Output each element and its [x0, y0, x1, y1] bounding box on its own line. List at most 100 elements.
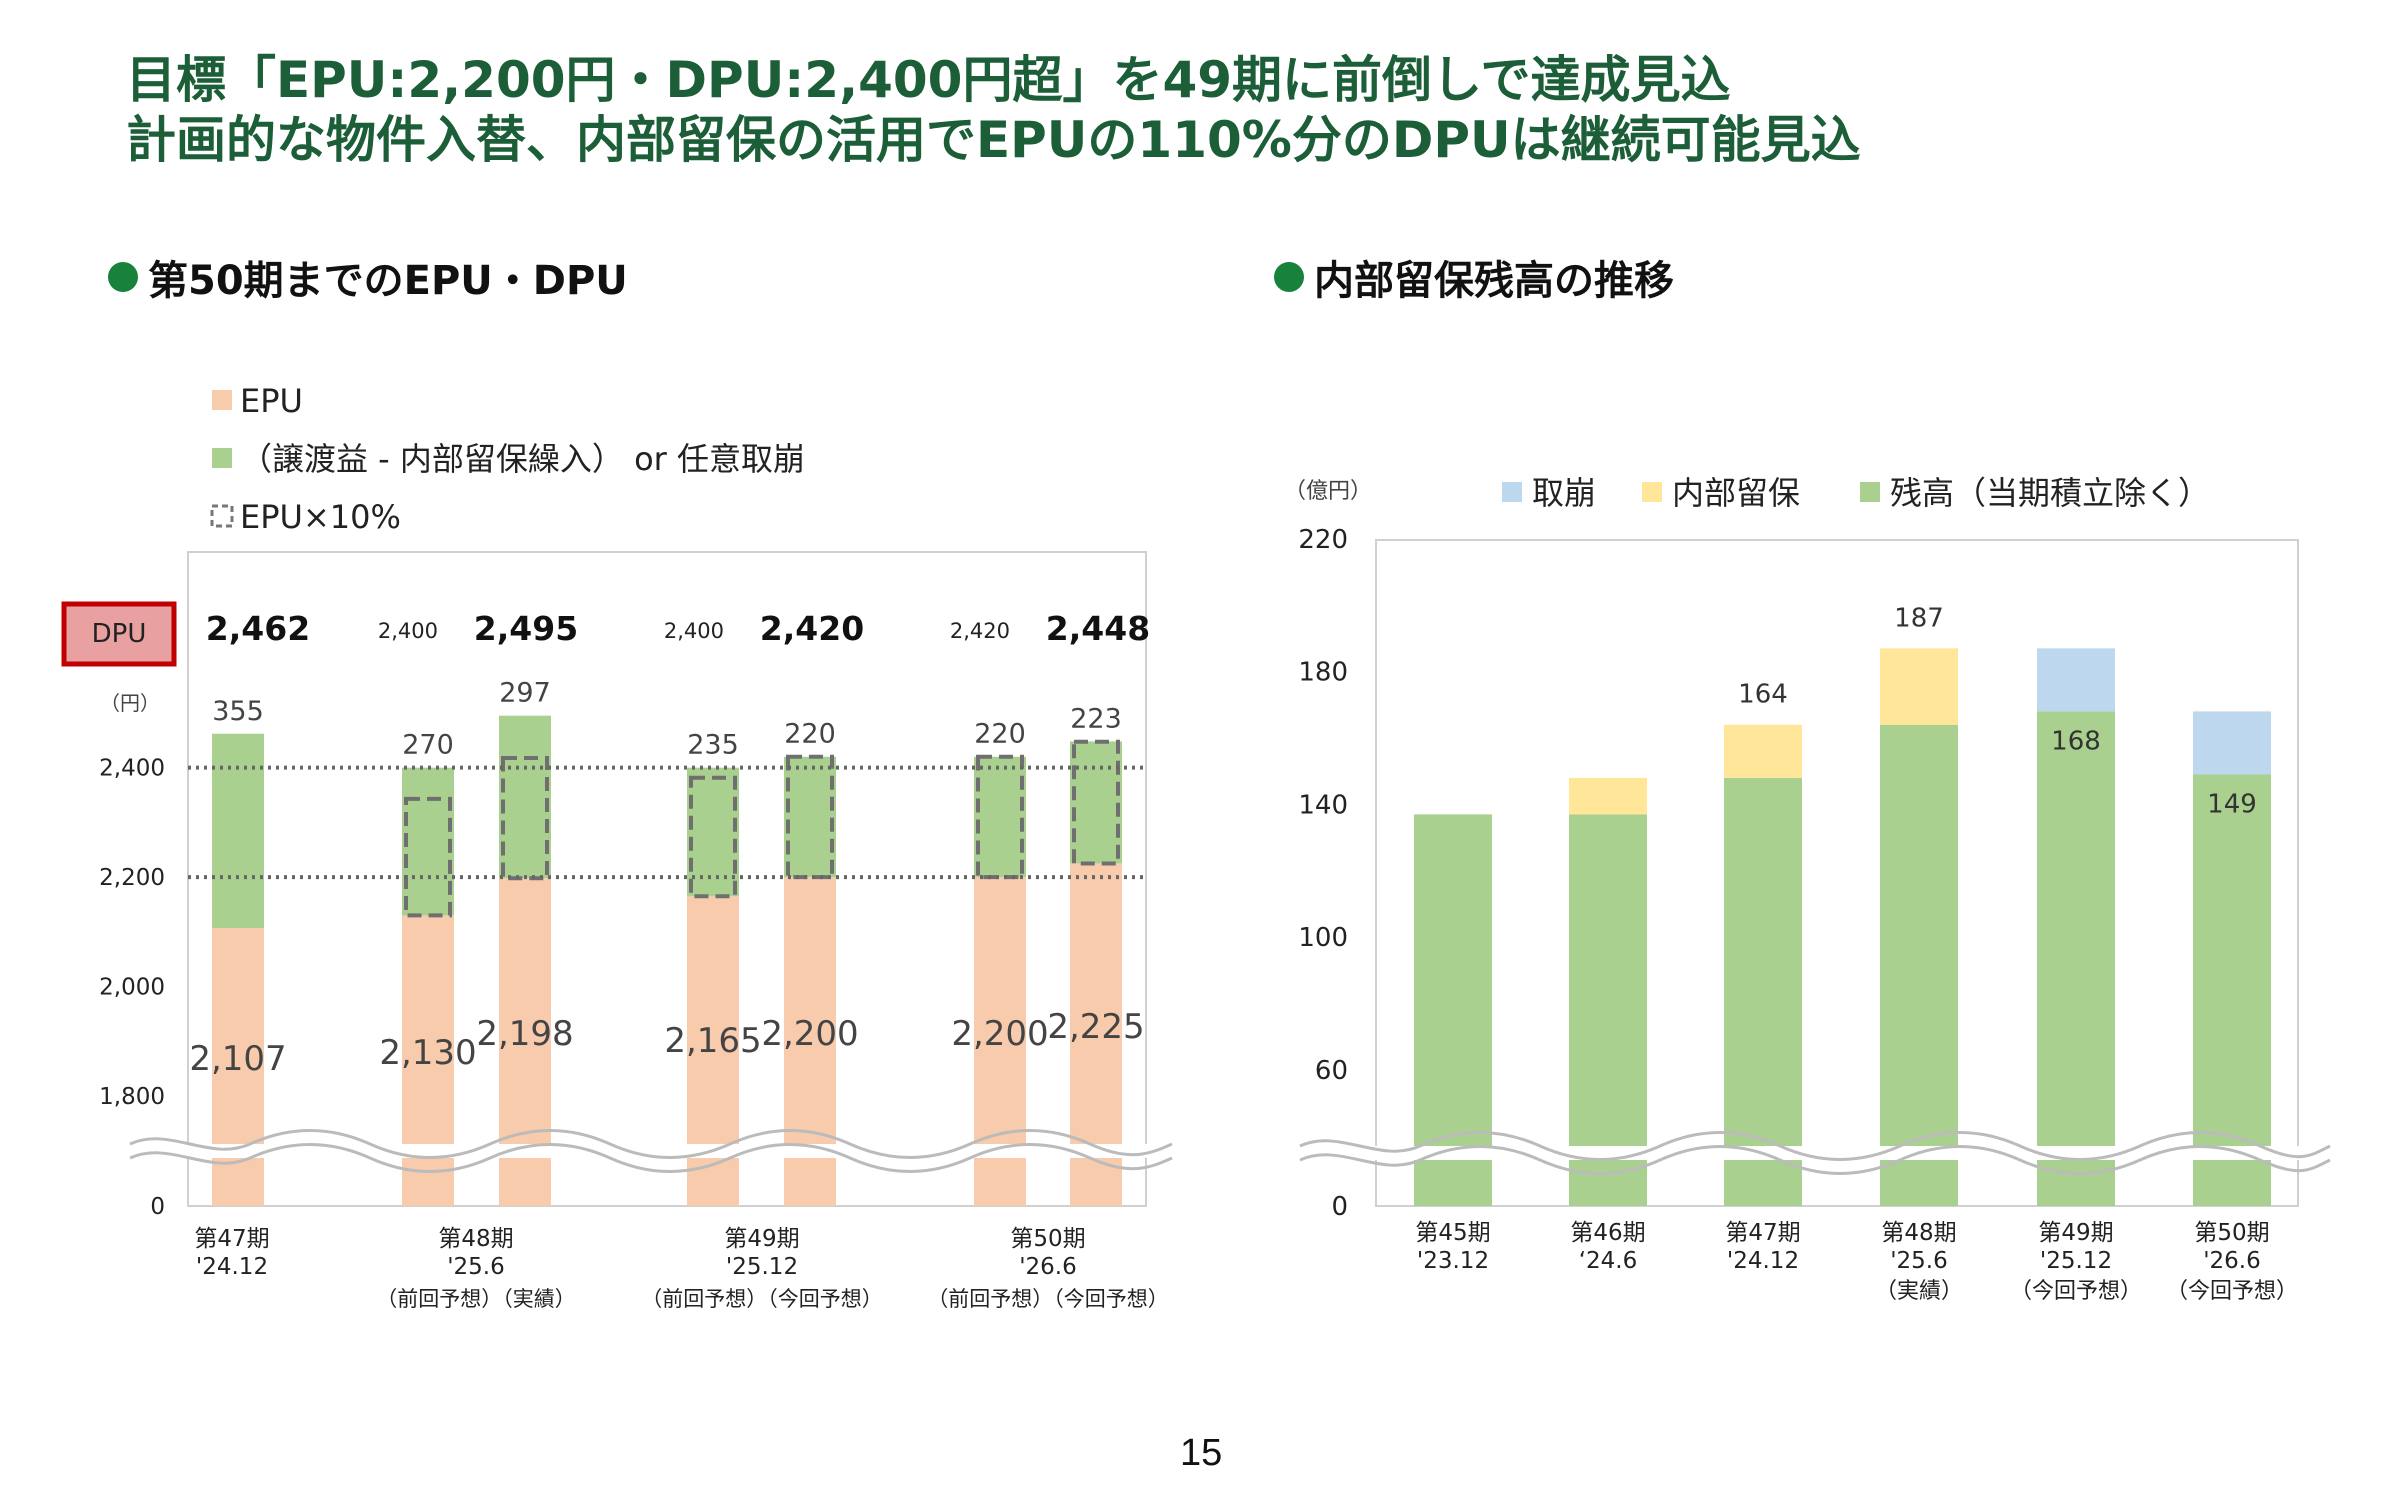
epu-10pct-box	[1072, 739, 1120, 866]
legend-label: 残高（当期積立除く）	[1890, 474, 2210, 512]
legend-label: 取崩	[1532, 474, 1596, 512]
axis-break-line	[129, 1129, 1173, 1159]
extra-bar	[499, 715, 551, 879]
x-note-label: （前回予想）（今回予想）	[641, 1287, 883, 1311]
dpu-box	[61, 601, 177, 667]
legend-swatch	[212, 448, 232, 468]
epu-value-label: 2,200	[951, 1014, 1048, 1054]
reserve-bar	[1724, 724, 1802, 778]
x-date-label: ‘24.6	[1579, 1248, 1638, 1274]
legend-swatch	[210, 504, 234, 528]
x-date-label: '26.6	[2203, 1248, 2261, 1274]
y-tick-label: 1,800	[99, 1084, 165, 1110]
x-period-label: 第50期	[2194, 1220, 2269, 1246]
y-tick-label: 2,400	[99, 756, 165, 782]
epu-value-label: 2,198	[476, 1014, 573, 1054]
legend-label: 内部留保	[1672, 474, 1800, 512]
extra-bar	[1070, 741, 1122, 864]
x-period-label: 第48期	[1881, 1220, 1956, 1246]
epu-10pct-box	[976, 754, 1024, 880]
y-tick-label: 0	[1331, 1192, 1348, 1222]
dpu-value: 2,495	[474, 609, 578, 648]
epu-dpu-chart: EPU （譲渡益 - 内部留保繰入） or 任意取崩 EPU×10% 0 1,800 2,…	[61, 382, 1173, 1311]
axis-break-line	[1299, 1145, 2331, 1175]
y-unit-label: （円）	[100, 691, 160, 715]
dpu-value: 2,448	[1046, 609, 1150, 648]
epu-value-label: 2,225	[1047, 1007, 1144, 1047]
x-date-label: '25.12	[2040, 1248, 2112, 1274]
legend-label: EPU×10%	[240, 498, 401, 536]
reserve-bar	[1880, 648, 1958, 725]
legend-swatch	[212, 390, 232, 410]
extra-value-label: 220	[974, 719, 1026, 750]
extra-value-label: 235	[687, 730, 739, 761]
internal-reserve-chart: 取崩 内部留保 残高（当期積立除く）（億円）060100140180220第45期'…	[1284, 474, 2331, 1304]
balance-bar	[2037, 711, 2115, 1206]
x-date-label: '24.12	[196, 1254, 268, 1280]
bullet-icon	[108, 262, 138, 292]
epu-10pct-box	[689, 775, 737, 899]
y-unit-label: （億円）	[1284, 479, 1372, 504]
legend-swatch	[1502, 482, 1522, 502]
bar-value-label: 168	[2051, 726, 2101, 756]
balance-bar	[2193, 774, 2271, 1206]
axis-break-line	[129, 1143, 1173, 1173]
epu-value-label: 2,107	[189, 1039, 286, 1079]
left-section-title-text: 第50期までのEPU・DPU	[148, 258, 628, 304]
extra-bar	[687, 767, 739, 897]
axis-break-line	[1299, 1131, 2331, 1161]
dpu-value: 2,462	[206, 609, 310, 648]
headline-line-2: 計画的な物件入替、内部留保の活用でEPUの110%分のDPUは継続可能見込	[126, 111, 1861, 169]
extra-bar	[974, 756, 1026, 878]
extra-bar	[212, 733, 264, 929]
x-note-label: （前回予想）（実績）	[376, 1287, 576, 1311]
right-section-title-text: 内部留保残高の推移	[1314, 258, 1674, 304]
y-tick-label: 100	[1298, 923, 1348, 953]
right-section-title: 内部留保残高の推移	[1274, 248, 1674, 306]
epu-bar	[212, 928, 264, 1206]
x-period-label: 第47期	[1725, 1220, 1800, 1246]
x-period-label: 第50期	[1010, 1226, 1085, 1252]
x-date-label: '23.12	[1417, 1248, 1489, 1274]
extra-bar	[402, 767, 454, 916]
withdrawal-bar	[2037, 648, 2115, 712]
extra-value-label: 297	[499, 678, 551, 709]
legend-swatch	[1642, 482, 1662, 502]
extra-value-label: 223	[1070, 703, 1122, 734]
x-period-label: 第45期	[1415, 1220, 1490, 1246]
x-note-label: （実績）	[1875, 1279, 1963, 1304]
legend-label: EPU	[240, 382, 303, 420]
epu-10pct-box	[786, 754, 834, 880]
dpu-previous-forecast: 2,420	[950, 619, 1010, 643]
extra-value-label: 220	[784, 719, 836, 750]
y-tick-label: 2,000	[99, 975, 165, 1001]
x-note-label: （今回予想）	[2010, 1279, 2142, 1304]
bar-value-label: 164	[1738, 680, 1788, 710]
balance-bar	[1569, 814, 1647, 1206]
x-date-label: '25.12	[726, 1254, 798, 1280]
balance-bar	[1724, 777, 1802, 1206]
legend-swatch	[1860, 482, 1880, 502]
x-period-label: 第46期	[1570, 1220, 1645, 1246]
y-tick-label: 180	[1298, 658, 1348, 688]
left-section-title: 第50期までのEPU・DPU	[108, 248, 628, 306]
dpu-label: DPU	[92, 619, 147, 649]
extra-value-label: 270	[402, 730, 454, 761]
reserve-bar	[1569, 777, 1647, 815]
withdrawal-bar	[2193, 711, 2271, 775]
x-period-label: 第49期	[724, 1226, 799, 1252]
axis-break-gap	[1300, 1146, 2330, 1160]
x-date-label: '24.12	[1727, 1248, 1799, 1274]
x-date-label: '25.6	[1890, 1248, 1948, 1274]
plot-area	[1375, 539, 2299, 1207]
bar-value-label: 149	[2207, 790, 2257, 820]
extra-value-label: 355	[212, 696, 264, 727]
y-tick-label: 220	[1298, 525, 1348, 555]
epu-10pct-box	[501, 755, 549, 881]
epu-value-label: 2,200	[761, 1014, 858, 1054]
epu-value-label: 2,130	[379, 1033, 476, 1073]
extra-bar	[784, 756, 836, 878]
bullet-icon	[1274, 262, 1304, 292]
y-tick-label: 60	[1315, 1056, 1348, 1086]
legend-label: （譲渡益 - 内部留保繰入） or 任意取崩	[240, 440, 805, 478]
